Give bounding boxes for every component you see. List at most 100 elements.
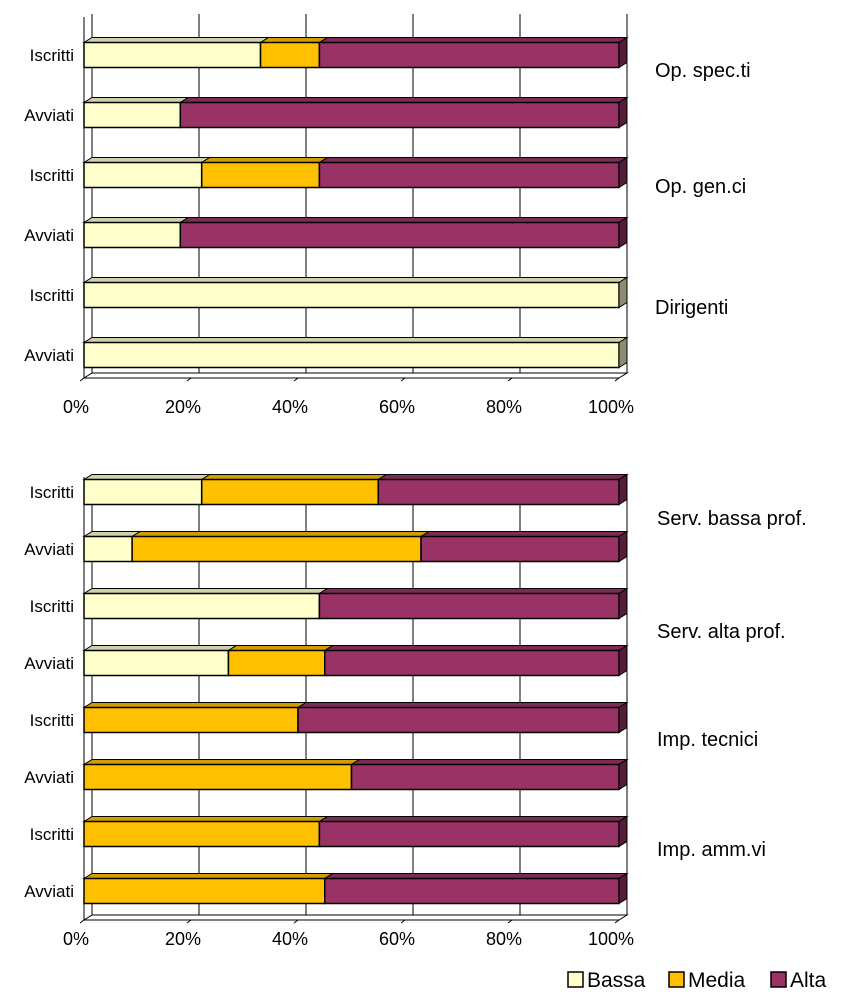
x-tick-mark: [293, 377, 299, 382]
x-tick-label: 80%: [486, 929, 522, 949]
bar-row: [82, 473, 629, 506]
chart-floor: [82, 372, 629, 379]
x-tick-label: 60%: [379, 397, 415, 417]
bar-segment-alta: [324, 649, 620, 677]
bar-end-face: [618, 276, 628, 309]
bar-row: [82, 758, 629, 791]
x-tick-mark: [507, 377, 513, 382]
bar-segment-bassa: [83, 101, 182, 129]
bar-segment-bassa: [83, 161, 203, 189]
bar-row: [82, 644, 629, 677]
x-tick-label: 40%: [272, 929, 308, 949]
category-label: Iscritti: [30, 483, 74, 502]
legend: Bassa Media Alta: [567, 969, 827, 992]
group-label: Serv. bassa prof.: [657, 508, 807, 530]
bar-segment-media: [83, 877, 326, 905]
x-tick-label: 0%: [63, 397, 89, 417]
bar-segment-bassa: [83, 649, 230, 677]
x-tick-mark: [400, 919, 406, 924]
bar-end-face: [618, 216, 628, 249]
x-tick-mark: [400, 377, 406, 382]
group-label: Imp. tecnici: [657, 729, 758, 751]
bar-segment-alta: [179, 221, 620, 249]
bar-segment-alta: [350, 763, 620, 791]
bar-end-face: [618, 644, 628, 677]
bar-row: [82, 96, 629, 129]
bar-segment-media: [259, 41, 321, 69]
bar-end-face: [618, 336, 628, 369]
legend-label: Media: [688, 969, 746, 991]
category-label: Avviati: [24, 226, 74, 245]
category-label: Iscritti: [30, 46, 74, 65]
x-tick-mark: [79, 377, 85, 382]
bar-row: [82, 156, 629, 189]
group-label: Op. spec.ti: [655, 60, 751, 82]
bar-segment-alta: [318, 41, 620, 69]
x-tick-label: 100%: [588, 929, 634, 949]
x-tick-label: 60%: [379, 929, 415, 949]
bar-end-face: [618, 156, 628, 189]
bar-segment-bassa: [83, 221, 182, 249]
bar-segment-media: [200, 478, 379, 506]
legend-swatch-media: [668, 971, 685, 988]
category-label: Avviati: [24, 882, 74, 901]
bar-row: [82, 36, 629, 69]
category-label: Iscritti: [30, 286, 74, 305]
x-tick-mark: [293, 919, 299, 924]
legend-swatch-alta: [770, 971, 787, 988]
bar-segment-alta: [297, 706, 620, 734]
chart-panel-1: 0% 20% 40% 60% 80% 100% Iscritti Avviati Iscritt…: [24, 14, 751, 417]
chart-panel-2: 0% 20% 40% 60% 80% 100% Iscritti Avviati Iscritt…: [24, 473, 807, 949]
category-label: Avviati: [24, 346, 74, 365]
group-label: Serv. alta prof.: [657, 621, 786, 643]
x-tick-mark: [186, 919, 192, 924]
bar-row: [82, 872, 629, 905]
bar-segment-media: [83, 763, 353, 791]
x-tick-mark: [186, 377, 192, 382]
x-tick-label: 20%: [165, 397, 201, 417]
bar-segment-bassa: [83, 535, 133, 563]
x-tick-mark: [79, 919, 85, 924]
bar-segment-media: [227, 649, 326, 677]
category-label: Iscritti: [30, 825, 74, 844]
category-label: Iscritti: [30, 711, 74, 730]
bar-segment-media: [131, 535, 422, 563]
bar-segment-alta: [318, 820, 620, 848]
bar-segment-bassa: [83, 592, 321, 620]
bar-end-face: [618, 36, 628, 69]
bar-row: [82, 336, 629, 369]
category-label: Avviati: [24, 106, 74, 125]
bar-row: [82, 815, 629, 848]
legend-label: Bassa: [587, 969, 646, 991]
bar-row: [82, 216, 629, 249]
x-tick-mark: [614, 919, 620, 924]
group-label: Dirigenti: [655, 297, 728, 319]
legend-label: Alta: [790, 969, 827, 991]
bar-end-face: [618, 587, 628, 620]
bar-row: [82, 701, 629, 734]
bar-end-face: [618, 758, 628, 791]
x-tick-label: 40%: [272, 397, 308, 417]
chart-floor: [82, 914, 629, 921]
x-tick-label: 20%: [165, 929, 201, 949]
bar-end-face: [618, 701, 628, 734]
category-label: Avviati: [24, 768, 74, 787]
bar-segment-bassa: [83, 281, 620, 309]
x-tick-label: 100%: [588, 397, 634, 417]
bar-end-face: [618, 872, 628, 905]
bar-segment-alta: [318, 592, 620, 620]
group-label: Op. gen.ci: [655, 176, 746, 198]
bar-segment-alta: [377, 478, 620, 506]
bar-end-face: [618, 473, 628, 506]
x-tick-label: 80%: [486, 397, 522, 417]
category-label: Avviati: [24, 654, 74, 673]
x-tick-mark: [614, 377, 620, 382]
bar-end-face: [618, 815, 628, 848]
bar-segment-alta: [420, 535, 620, 563]
bar-row: [82, 530, 629, 563]
category-label: Avviati: [24, 540, 74, 559]
bar-end-face: [618, 530, 628, 563]
bar-segment-alta: [318, 161, 620, 189]
